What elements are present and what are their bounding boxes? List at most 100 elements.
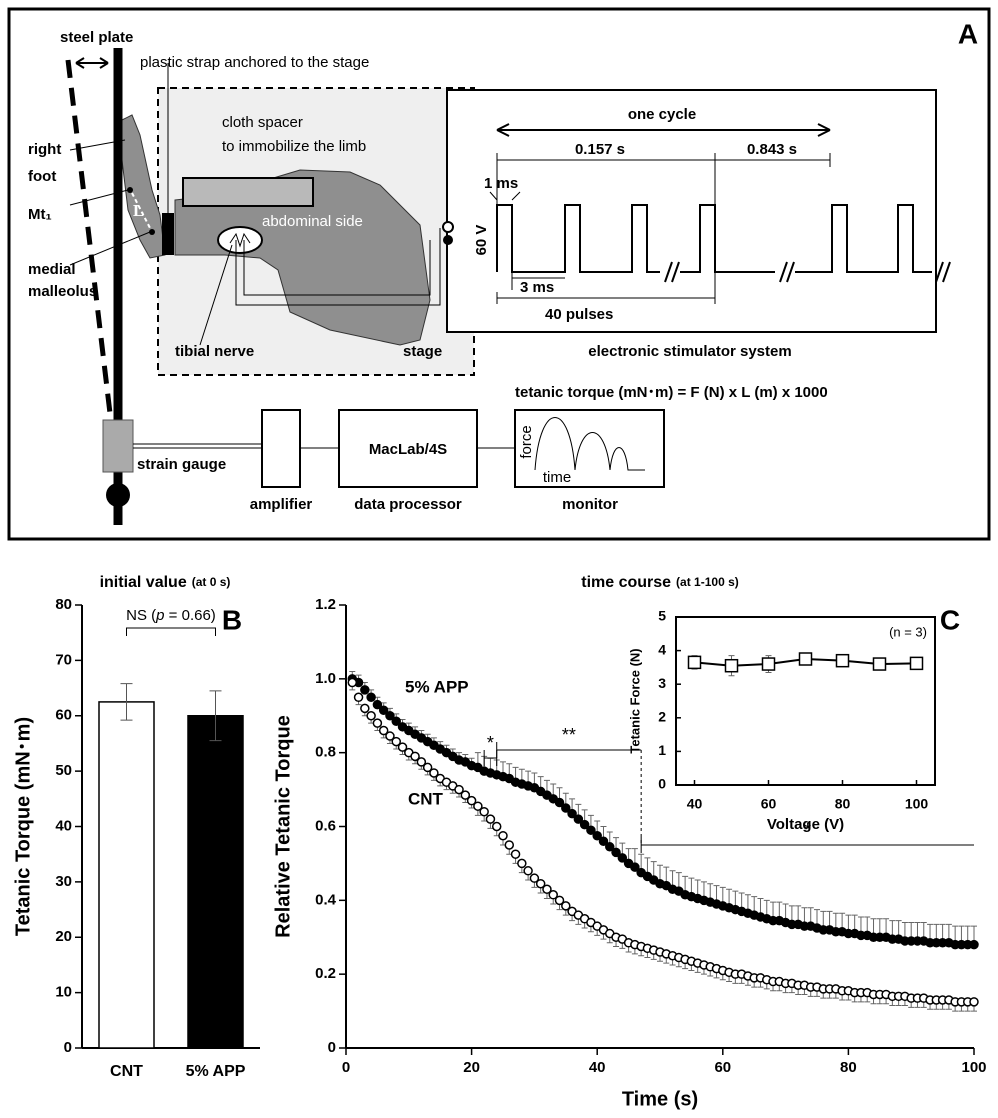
y-tick-label: 2 — [658, 709, 666, 725]
x-tick-label: 0 — [342, 1059, 350, 1076]
annotation: (n = 3) — [889, 624, 927, 639]
marker — [567, 808, 577, 819]
marker — [460, 790, 471, 800]
significance-bracket — [640, 837, 974, 853]
marker — [598, 836, 609, 847]
y-tick-label: 0 — [328, 1039, 336, 1056]
terminal — [443, 235, 453, 245]
marker — [523, 866, 533, 876]
processor-box — [338, 409, 478, 488]
x-tick-label: 100 — [961, 1059, 986, 1076]
marker — [579, 819, 590, 830]
scale-line — [496, 153, 831, 205]
y-tick-label: 4 — [658, 641, 666, 657]
label: force — [518, 425, 535, 458]
marker — [542, 884, 552, 895]
marker — [429, 768, 439, 778]
marker — [347, 677, 358, 688]
subtitle-text: (at 1-100 s) — [676, 575, 739, 589]
wire — [199, 228, 441, 346]
electrode-mark — [229, 232, 251, 248]
series-label: CNT — [408, 789, 444, 808]
marker — [353, 692, 364, 703]
marker — [592, 830, 602, 841]
marker — [554, 895, 565, 906]
marker — [372, 699, 383, 710]
marker — [504, 840, 515, 850]
x-tick-label: CNT — [110, 1063, 143, 1080]
plot-frame — [675, 616, 936, 786]
y-axis-label: Tetanic Torque (mN･m) — [12, 717, 34, 936]
strain-gauge — [102, 419, 134, 473]
label: L — [133, 201, 144, 220]
y-tick-label: 40 — [55, 817, 72, 834]
y-tick-label: 20 — [55, 928, 72, 945]
marker — [385, 731, 395, 741]
y-tick-label: 10 — [55, 984, 72, 1001]
label: malleolus — [28, 283, 97, 300]
panel-a: A steel plate plastic strap anchored to … — [7, 7, 991, 541]
pulse-train — [496, 204, 932, 273]
label: stage — [403, 343, 442, 360]
label: 60 V — [473, 225, 490, 256]
label: medial — [28, 261, 76, 278]
label: data processor — [354, 496, 462, 513]
label: steel plate — [60, 29, 133, 46]
x-axis-label: Time (s) — [622, 1088, 698, 1110]
x-tick-label: 20 — [463, 1059, 480, 1076]
label: 1 ms — [484, 175, 518, 192]
marker — [617, 853, 628, 863]
label: right — [28, 141, 61, 158]
marker — [561, 901, 571, 911]
marker — [378, 725, 389, 736]
dashed-plate-position — [65, 59, 115, 431]
label: plastic strap anchored to the stage — [140, 54, 369, 71]
chart-title: initial value (at 0 s) — [100, 574, 231, 591]
marker — [410, 751, 420, 762]
y-tick-label: 0.2 — [315, 965, 336, 982]
label: foot — [28, 168, 56, 185]
marker — [872, 657, 887, 671]
marker — [372, 718, 383, 728]
marker — [366, 711, 376, 721]
x-tick-label: 60 — [761, 796, 777, 812]
marker — [561, 803, 571, 813]
arrow — [75, 57, 109, 69]
x-tick-label: 80 — [840, 1059, 857, 1076]
bar — [187, 715, 244, 1049]
marker — [798, 652, 813, 666]
marker — [517, 858, 527, 869]
label: amplifier — [250, 496, 313, 513]
marker — [586, 825, 596, 835]
marker — [573, 814, 584, 824]
marker — [473, 801, 483, 811]
significance-label: * — [804, 820, 811, 840]
pointer — [69, 139, 151, 266]
marker — [605, 842, 615, 852]
marker — [397, 742, 408, 752]
marker — [391, 736, 401, 747]
y-tick-label: 0 — [64, 1039, 72, 1056]
x-tick-label: 60 — [714, 1059, 731, 1076]
amplifier-box — [261, 409, 301, 488]
label: MacLab/4S — [369, 441, 447, 458]
label: to immobilize the limb — [222, 138, 366, 155]
marker — [761, 657, 776, 671]
cable — [133, 443, 515, 449]
marker — [510, 849, 521, 859]
label: monitor — [562, 496, 618, 513]
monitor-trace — [534, 417, 645, 471]
subtitle-text: (at 0 s) — [192, 575, 231, 589]
error-bar — [209, 690, 222, 742]
annotation: NS (p = 0.66) — [126, 607, 216, 624]
marker — [491, 821, 502, 832]
panel-label-box — [934, 604, 966, 638]
marker — [479, 806, 489, 817]
title-text: initial value — [100, 574, 187, 591]
label: tibial nerve — [175, 343, 254, 360]
y-tick-label: 30 — [55, 873, 72, 890]
marker — [548, 890, 558, 900]
y-tick-label: 50 — [55, 762, 72, 779]
